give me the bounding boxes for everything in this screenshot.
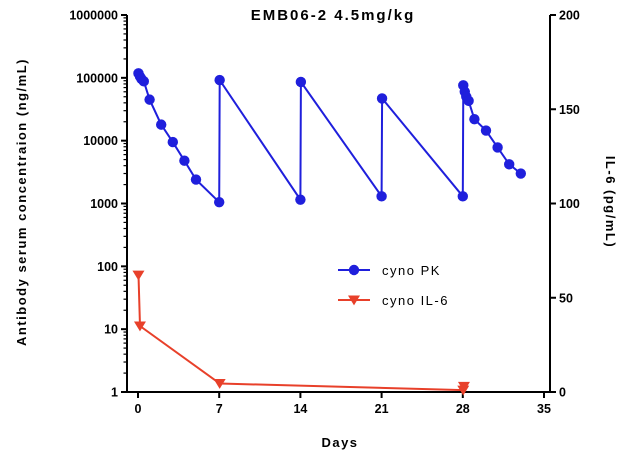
data-point (515, 168, 526, 179)
data-point (133, 321, 146, 332)
y-right-tick-label: 150 (559, 103, 580, 117)
y-left-tick-label: 1000 (90, 197, 118, 211)
y-right-tick-label: 0 (559, 386, 566, 400)
x-tick-label: 35 (537, 402, 551, 416)
y-axis-left-title: Antibody serum concentraion (ng/mL) (14, 58, 29, 346)
data-point (457, 191, 468, 202)
data-point (295, 76, 307, 88)
y-right-tick-label: 100 (559, 197, 580, 211)
axes-layer: 1 10 100 1000 10000 100000 1000000 0 50 100 150 200… (69, 9, 580, 417)
data-point (167, 136, 178, 148)
data-point (376, 191, 387, 202)
data-point (179, 155, 190, 166)
legend-entry: cyno PK (338, 263, 441, 278)
legend-swatch-marker (348, 295, 360, 306)
data-point (376, 93, 388, 104)
series-cyno-pk (133, 68, 526, 208)
data-point (214, 196, 225, 208)
y-left-tick-label: 1 (111, 386, 118, 400)
x-tick-label: 14 (293, 402, 307, 416)
y-left-tick-label: 1000000 (69, 9, 118, 23)
x-tick-label: 28 (456, 402, 470, 416)
legend-entry: cyno IL-6 (338, 293, 449, 308)
data-point (504, 159, 515, 170)
y-left-tick-label: 10 (104, 323, 118, 337)
y-left-tick-label: 100 (97, 260, 118, 274)
data-point (480, 125, 492, 136)
chart-title: EMB06-2 4.5mg/kg (251, 7, 416, 24)
series-cyno-il-6 (132, 270, 470, 396)
data-point (463, 95, 474, 107)
data-point (190, 174, 202, 185)
y-left-tick-label: 100000 (76, 71, 118, 85)
legend-swatch-marker (348, 264, 360, 276)
legend-label: cyno PK (382, 263, 441, 278)
data-point (295, 194, 306, 205)
data-point (138, 76, 149, 87)
y-left-tick-label: 10000 (83, 134, 118, 148)
series-layer (132, 68, 526, 396)
data-point (156, 119, 167, 130)
x-tick-label: 0 (135, 402, 142, 416)
x-axis-title: Days (321, 435, 358, 450)
data-point (457, 381, 470, 392)
y-axis-right-title: IL-6 (pg/mL) (603, 156, 618, 248)
legend-label: cyno IL-6 (382, 293, 449, 308)
data-point (144, 94, 155, 105)
y-right-tick-label: 200 (559, 9, 580, 23)
x-tick-label: 7 (216, 402, 223, 416)
data-point (213, 379, 226, 389)
data-point (469, 113, 480, 125)
data-point (492, 142, 503, 153)
y-right-tick-label: 50 (559, 291, 573, 305)
x-tick-label: 21 (375, 402, 389, 416)
labels-layer: EMB06-2 4.5mg/kg Days Antibody serum con… (14, 7, 618, 450)
legend: cyno PK cyno IL-6 (338, 263, 449, 308)
data-point (132, 270, 145, 281)
data-point (214, 74, 225, 86)
